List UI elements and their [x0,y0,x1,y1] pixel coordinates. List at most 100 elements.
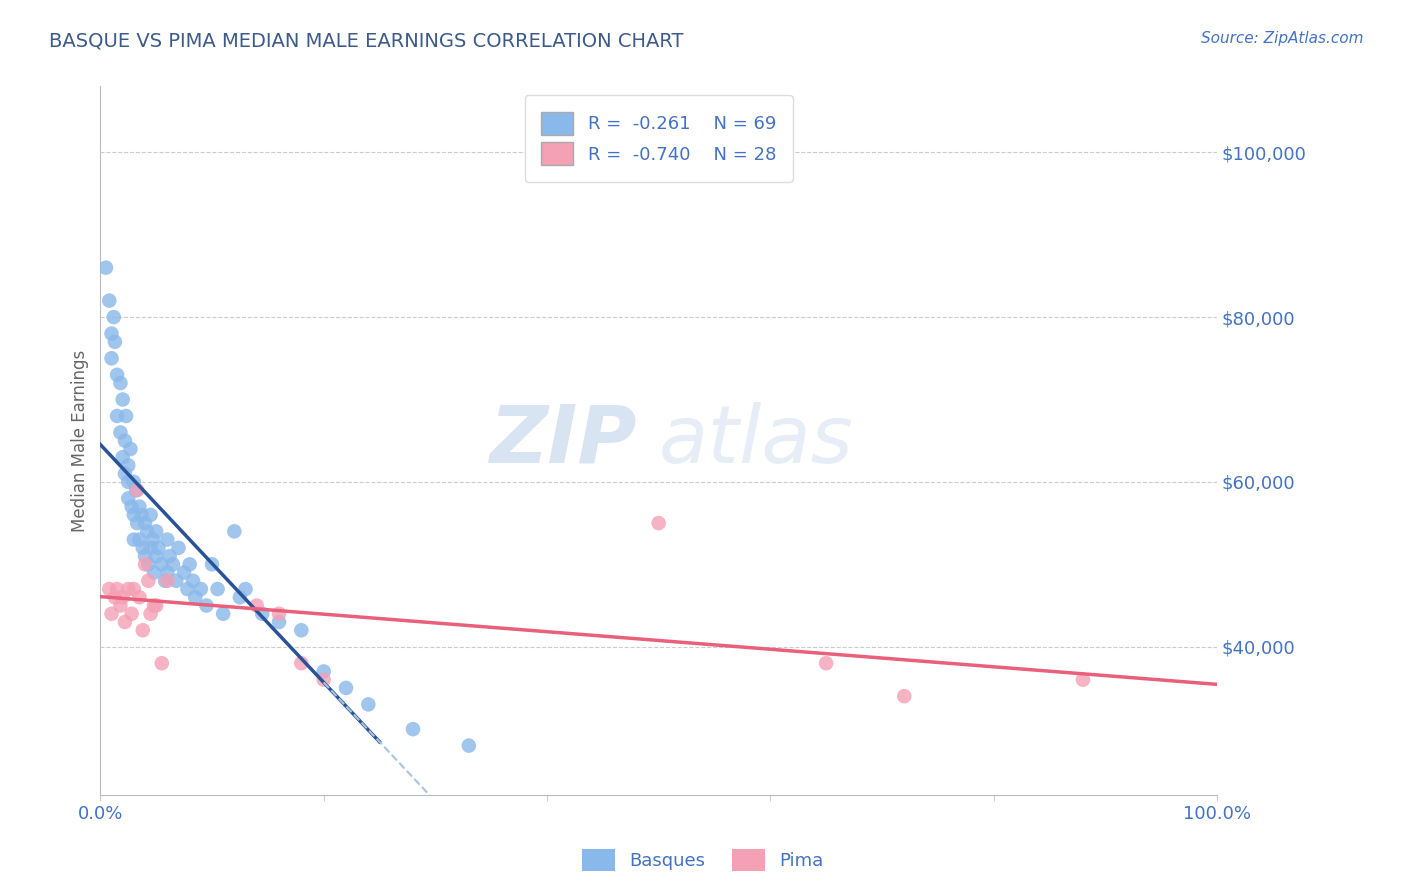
Point [290,657,312,671]
Point [176,582,198,596]
Point [150,558,173,572]
Legend: R =  -0.261    N = 69, R =  -0.740    N = 28: R = -0.261 N = 69, R = -0.740 N = 28 [524,95,793,181]
Point [132,624,155,638]
Point [111,392,134,407]
Point [190,582,212,596]
Point [122,582,145,596]
Point [335,681,357,695]
Point [145,549,167,563]
Point [127,483,149,498]
Point [125,483,148,498]
Point [184,591,207,605]
Point [815,657,838,671]
Point [98,582,121,596]
Point [139,508,162,522]
Point [131,508,153,522]
Point [179,558,201,572]
Point [110,599,132,613]
Point [127,516,149,530]
Point [105,582,128,596]
Point [312,673,335,687]
Point [267,615,290,629]
Point [145,524,167,539]
Point [104,591,127,605]
Point [128,500,150,514]
Text: Source: ZipAtlas.com: Source: ZipAtlas.com [1201,31,1364,46]
Point [142,533,165,547]
Point [173,566,195,580]
Point [103,310,125,324]
Point [114,615,136,629]
Point [139,541,162,555]
Point [195,599,218,613]
Point [128,533,150,547]
Point [128,591,150,605]
Point [111,591,134,605]
Point [148,541,170,555]
Point [117,475,139,489]
Point [105,409,128,423]
Point [114,434,136,448]
Point [150,657,173,671]
Point [94,260,117,275]
Point [98,293,121,308]
Point [235,582,257,596]
Point [136,524,159,539]
Point [121,500,143,514]
Point [142,566,165,580]
Point [156,533,179,547]
Point [246,599,269,613]
Point [156,574,179,588]
Point [229,591,252,605]
Point [115,409,138,423]
Point [134,549,156,563]
Point [156,566,179,580]
Point [181,574,204,588]
Text: atlas: atlas [658,401,853,480]
Point [110,425,132,440]
Point [138,574,160,588]
Point [117,458,139,473]
Point [252,607,274,621]
Point [132,541,155,555]
Point [153,574,176,588]
Point [457,739,479,753]
Point [167,541,190,555]
Y-axis label: Median Male Earnings: Median Male Earnings [72,350,89,532]
Point [162,558,184,572]
Point [111,450,134,465]
Point [165,574,187,588]
Point [104,334,127,349]
Point [100,351,122,366]
Point [134,558,156,572]
Point [138,558,160,572]
Point [893,689,915,703]
Point [122,475,145,489]
Point [159,549,181,563]
Point [110,376,132,390]
Point [145,599,167,613]
Point [357,698,380,712]
Point [647,516,669,530]
Point [105,368,128,382]
Point [117,491,139,506]
Point [267,607,290,621]
Point [1071,673,1094,687]
Legend: Basques, Pima: Basques, Pima [575,842,831,879]
Point [120,442,142,456]
Point [122,533,145,547]
Point [100,326,122,341]
Point [290,624,312,638]
Text: ZIP: ZIP [489,401,637,480]
Point [100,607,122,621]
Point [117,582,139,596]
Text: BASQUE VS PIMA MEDIAN MALE EARNINGS CORRELATION CHART: BASQUE VS PIMA MEDIAN MALE EARNINGS CORR… [49,31,683,50]
Point [402,722,425,736]
Point [224,524,246,539]
Point [122,508,145,522]
Point [121,607,143,621]
Point [114,467,136,481]
Point [139,607,162,621]
Point [201,558,224,572]
Point [312,665,335,679]
